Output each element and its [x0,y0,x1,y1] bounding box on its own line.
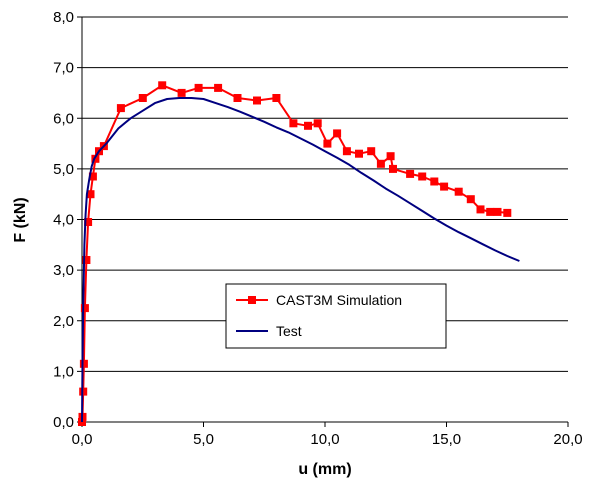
data-point-cast3m-6 [84,218,93,226]
data-point-cast3m-30 [386,152,395,161]
y-tick-label-0: 0,0 [53,414,74,431]
data-point-cast3m-38 [476,205,485,214]
tick-labels: 0,0 1,0 2,0 3,0 4,0 5,0 6,0 7,0 8,0 0,0 5,0 10,0 15,… [53,9,582,448]
data-point-cast3m-24 [323,139,332,148]
data-point-cast3m-5 [82,256,91,264]
x-tick-label-1: 5,0 [193,431,214,448]
x-tick-label-4: 20,0 [553,431,582,448]
data-point-cast3m-27 [355,149,363,158]
data-point-cast3m-33 [418,172,427,181]
data-point-cast3m-14 [158,81,167,90]
x-tick-label-3: 15,0 [432,431,461,448]
data-point-cast3m-22 [304,121,312,130]
data-point-cast3m-12 [116,104,125,113]
data-point-cast3m-40 [493,207,502,216]
x-tick-label-2: 10,0 [310,431,339,448]
data-point-cast3m-23 [313,119,322,128]
data-point-cast3m-31 [389,164,397,173]
data-point-cast3m-34 [430,177,439,186]
data-point-cast3m-21 [289,119,298,128]
data-point-cast3m-20 [272,94,281,102]
y-tick-label-5: 5,0 [53,161,74,178]
data-point-cast3m-3 [79,359,88,368]
data-point-cast3m-13 [138,94,147,102]
series-line-test [81,97,520,423]
data-point-cast3m-36 [454,187,463,196]
y-tick-label-4: 4,0 [53,212,74,229]
data-point-cast3m-4 [80,304,89,313]
legend-label-test: Test [276,323,302,339]
y-axis-title: F (kN) [12,197,29,242]
data-point-cast3m-41 [503,208,512,217]
y-tick-label-6: 6,0 [53,110,74,127]
data-point-cast3m-32 [406,169,415,178]
data-point-cast3m-37 [466,195,475,204]
data-point-cast3m-26 [342,147,351,156]
data-point-cast3m-29 [376,159,385,168]
x-tick-label-0: 0,0 [72,431,93,448]
data-point-cast3m-18 [233,94,242,102]
legend-label-cast3m: CAST3M Simulation [276,292,402,308]
y-tick-label-7: 7,0 [53,60,74,77]
data-point-cast3m-15 [177,88,186,97]
data-point-cast3m-9 [91,154,100,163]
series-layer [78,81,520,426]
y-tick-label-8: 8,0 [53,9,74,26]
x-axis-title: u (mm) [298,461,351,478]
y-tick-label-3: 3,0 [53,262,74,279]
y-tick-label-1: 1,0 [53,363,74,380]
y-tick-label-2: 2,0 [53,313,74,330]
data-point-cast3m-16 [194,83,203,92]
data-point-cast3m-17 [214,83,223,92]
legend: CAST3M Simulation Test [225,283,447,349]
grid-lines [82,16,568,372]
data-point-cast3m-35 [440,182,449,191]
data-point-cast3m-39 [486,207,495,216]
data-point-cast3m-7 [86,190,95,199]
data-point-cast3m-28 [367,147,376,156]
data-point-cast3m-19 [253,96,261,105]
legend-box [225,283,447,349]
data-point-cast3m-8 [88,172,97,181]
data-point-cast3m-25 [333,129,342,138]
legend-marker-cast3m [248,296,256,304]
